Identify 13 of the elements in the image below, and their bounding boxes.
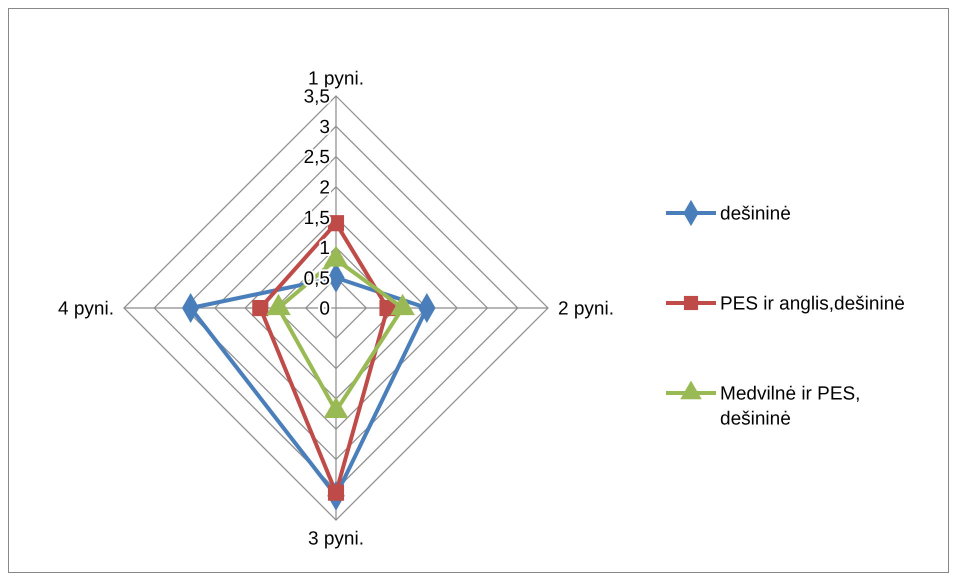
legend-label: PES ir anglis,dešininė (720, 294, 905, 315)
spoke-label: 4 pyni. (58, 298, 114, 320)
spoke-label: 3 pyni. (308, 528, 364, 550)
y-tick-label: 0 (319, 298, 330, 320)
y-tick-label: 2,5 (304, 147, 330, 168)
y-tick-label: 2 (319, 178, 330, 199)
y-tick-label: 1,5 (304, 208, 330, 229)
y-tick-label: 1 (319, 238, 330, 260)
legend-label: Medvilnė ir PES, dešininė (720, 384, 860, 430)
spoke-label: 2 pyni. (558, 298, 614, 320)
legend-label: dešininė (720, 204, 791, 225)
y-tick-label: 3 (319, 116, 330, 138)
y-tick-label: 0,5 (304, 268, 330, 290)
